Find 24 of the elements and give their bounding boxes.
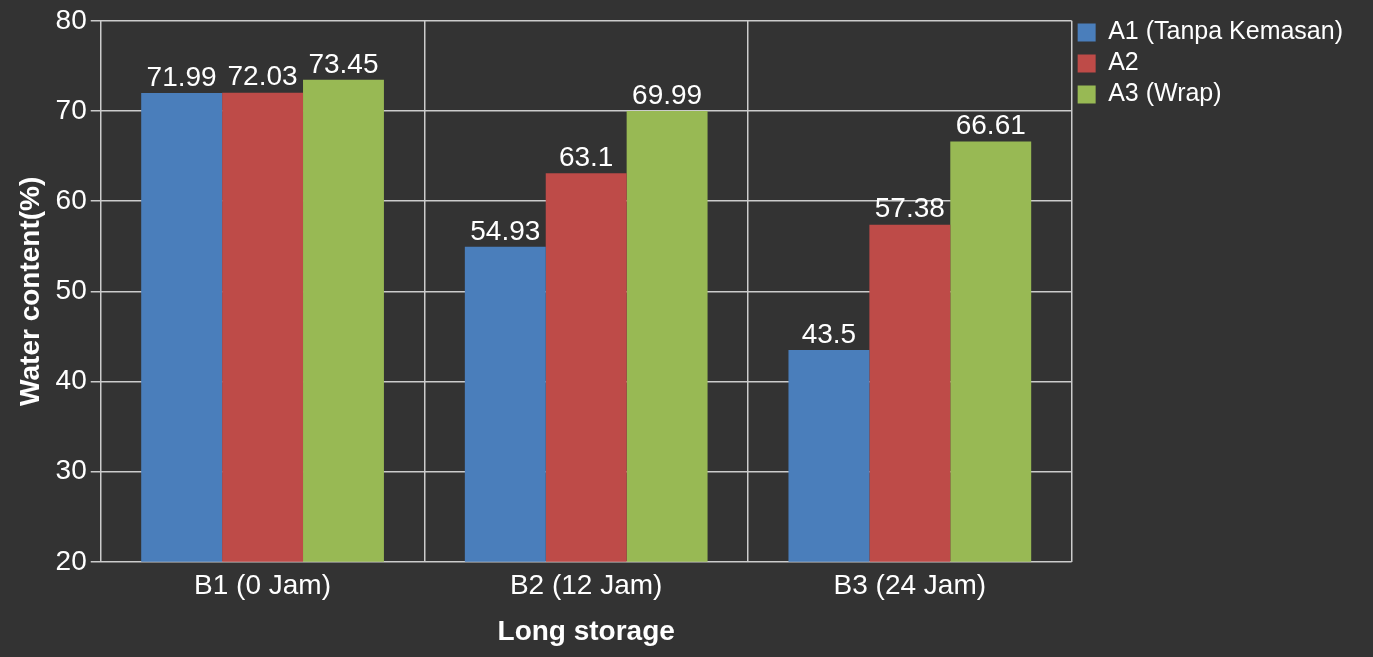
data-label: 71.99 xyxy=(146,60,217,92)
x-tick-label: B1 (0 Jam) xyxy=(194,569,332,601)
data-label: 69.99 xyxy=(632,78,703,110)
y-tick-label: 20 xyxy=(55,544,87,576)
data-label: 73.45 xyxy=(308,47,379,79)
y-tick-label: 60 xyxy=(55,183,87,215)
y-tick-label: 70 xyxy=(55,93,87,125)
legend-label: A1 (Tanpa Kemasan) xyxy=(1108,16,1344,45)
x-tick-label: B3 (24 Jam) xyxy=(833,569,987,601)
data-label: 72.03 xyxy=(227,60,298,92)
y-tick-label: 80 xyxy=(55,3,87,35)
data-label: 43.5 xyxy=(801,317,857,349)
data-label: 66.61 xyxy=(955,109,1026,141)
x-axis-title: Long storage xyxy=(497,614,675,646)
y-tick-label: 40 xyxy=(55,364,87,396)
legend-label: A2 xyxy=(1108,47,1139,76)
data-label: 57.38 xyxy=(874,192,945,224)
data-label: 54.93 xyxy=(470,214,541,246)
y-tick-label: 30 xyxy=(55,454,87,486)
y-tick-label: 50 xyxy=(55,274,87,306)
y-axis-title: Water content(%) xyxy=(13,176,45,406)
data-label: 63.1 xyxy=(558,140,614,172)
legend-label: A3 (Wrap) xyxy=(1108,78,1222,107)
x-tick-label: B2 (12 Jam) xyxy=(509,569,663,601)
